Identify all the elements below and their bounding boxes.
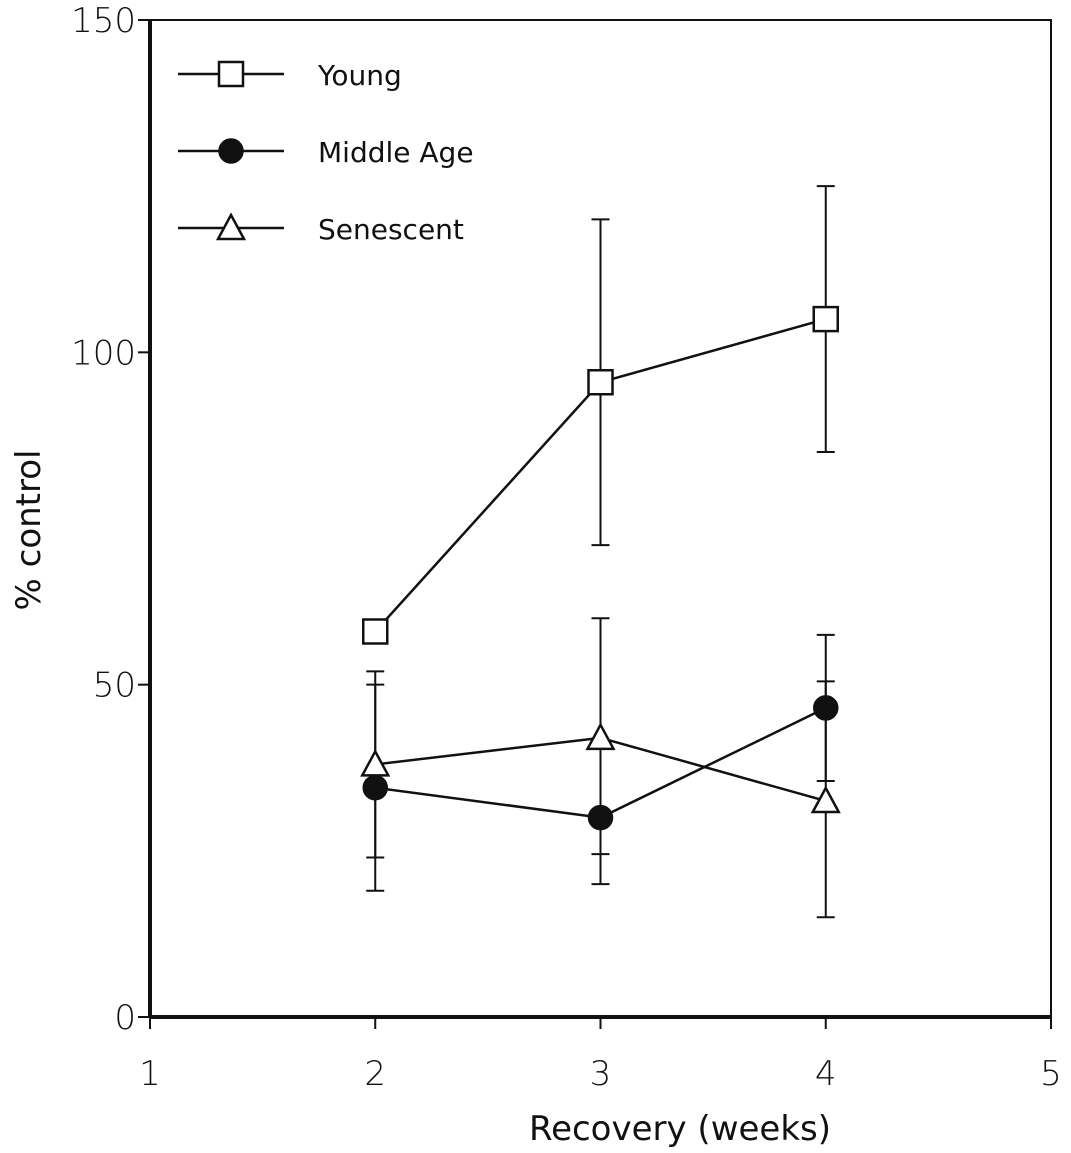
legend-label: Young bbox=[317, 59, 402, 92]
legend-item-senescent: Senescent bbox=[178, 212, 464, 246]
x-tick-label: 2 bbox=[364, 1054, 386, 1094]
y-axis-label: % control bbox=[9, 450, 49, 611]
x-tick-label: 4 bbox=[815, 1054, 837, 1094]
data-point bbox=[360, 748, 391, 777]
legend-marker bbox=[217, 60, 245, 88]
data-point bbox=[362, 618, 389, 645]
legend-label: Senescent bbox=[318, 213, 464, 246]
data-point bbox=[587, 368, 614, 396]
legend-item-middle-age: Middle Age bbox=[178, 136, 474, 169]
legend: Young Middle Age Senescent bbox=[178, 59, 474, 246]
x-tick-label: 3 bbox=[590, 1054, 612, 1094]
series-senescent bbox=[360, 670, 841, 919]
legend-label: Middle Age bbox=[318, 136, 474, 169]
x-tick-label: 1 bbox=[139, 1054, 161, 1094]
series-young bbox=[362, 185, 839, 645]
x-tick-label: 5 bbox=[1040, 1054, 1062, 1094]
series-layer bbox=[360, 185, 841, 919]
axis-ticks bbox=[138, 19, 1052, 1029]
legend-marker bbox=[215, 212, 247, 241]
y-tick-label: 50 bbox=[93, 666, 136, 706]
data-point bbox=[585, 722, 616, 751]
y-tick-label: 0 bbox=[114, 998, 136, 1038]
legend-item-young: Young bbox=[178, 59, 402, 92]
y-tick-label: 100 bbox=[71, 333, 136, 373]
y-tick-label: 150 bbox=[71, 1, 136, 41]
x-axis-label: Recovery (weeks) bbox=[529, 1109, 831, 1149]
legend-marker bbox=[218, 138, 244, 164]
data-point bbox=[812, 305, 839, 333]
data-point bbox=[810, 785, 841, 814]
